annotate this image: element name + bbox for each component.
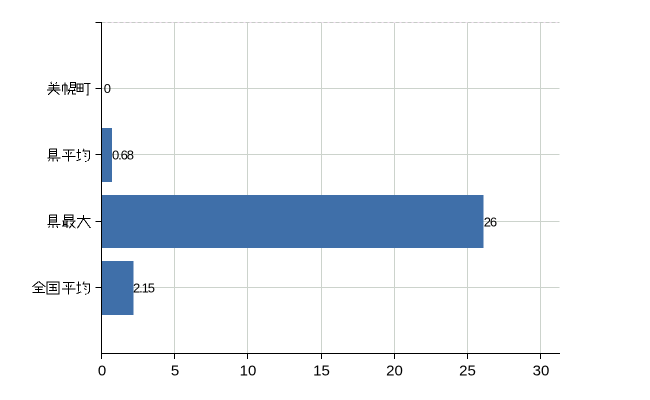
svg-text:0: 0 — [98, 363, 106, 380]
svg-text:15: 15 — [313, 363, 330, 380]
svg-text:26: 26 — [484, 214, 497, 229]
svg-text:5: 5 — [171, 363, 179, 380]
svg-text:0.68: 0.68 — [112, 147, 134, 162]
svg-text:20: 20 — [386, 363, 403, 380]
svg-text:0: 0 — [104, 81, 111, 96]
svg-text:25: 25 — [459, 363, 476, 380]
svg-text:30: 30 — [533, 363, 550, 380]
svg-text:10: 10 — [240, 363, 257, 380]
svg-text:2.15: 2.15 — [133, 280, 155, 295]
